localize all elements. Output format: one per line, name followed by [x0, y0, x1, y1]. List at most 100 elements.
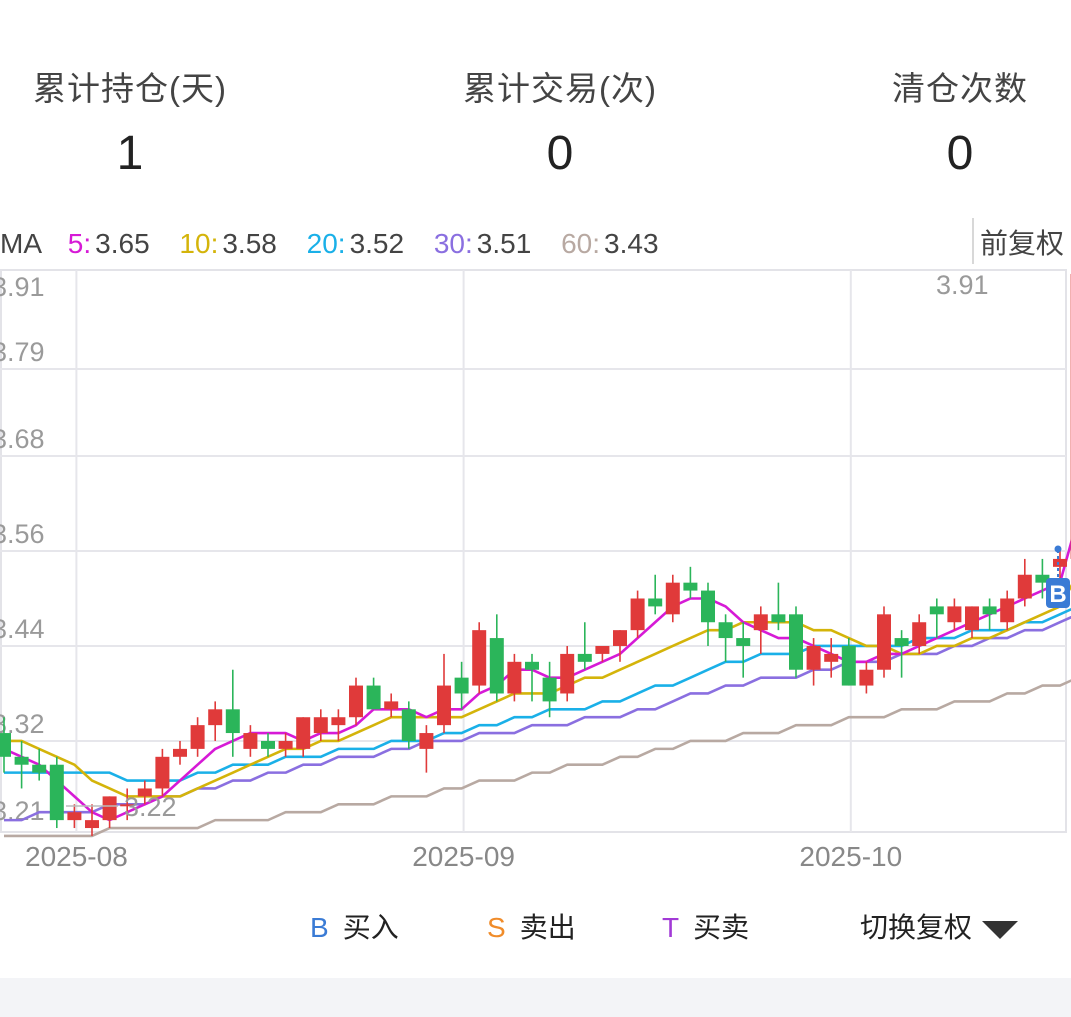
candle-body — [525, 661, 539, 670]
ma30-key: 30: — [433, 228, 473, 259]
candle-body — [296, 717, 311, 749]
x-tick-label: 2025-09 — [412, 841, 515, 870]
candle-body — [806, 645, 821, 670]
candle-body — [665, 582, 680, 615]
candle-body — [965, 606, 979, 631]
candle-body — [789, 614, 803, 670]
ma60-key: 60: — [561, 228, 601, 259]
candle-body — [384, 701, 399, 710]
candle-body — [331, 717, 346, 726]
ma20-value: 3.52 — [349, 228, 405, 259]
stats-row: 累计持仓(天) 1 累计交易(次) 0 清仓次数 0 — [0, 0, 1071, 200]
candle-body — [401, 709, 416, 741]
y-tick-label: 3.91 — [0, 272, 45, 302]
candle-body — [1035, 574, 1050, 583]
candle-body — [771, 614, 786, 623]
buy-legend: B 买入 — [310, 906, 399, 946]
buy-key: B — [310, 912, 329, 943]
high-price-annotation: 3.91 — [936, 270, 989, 300]
candle-body — [489, 638, 504, 694]
candle-body — [419, 733, 434, 749]
ma60-legend: 60: 3.43 — [561, 228, 662, 259]
ma60-value: 3.43 — [604, 228, 659, 259]
candle-body — [736, 638, 751, 646]
candle-body — [630, 598, 645, 631]
candle-body — [137, 788, 152, 797]
candle-body — [894, 638, 909, 646]
candle-body — [560, 653, 575, 694]
candle-body — [261, 740, 275, 749]
candle-body — [67, 812, 82, 821]
clear-count-stat: 清仓次数 0 — [830, 62, 1071, 181]
candle-body — [155, 756, 170, 789]
candle-body — [718, 622, 733, 639]
candle-body — [595, 645, 610, 654]
candle-body — [173, 748, 187, 757]
candle-body — [577, 653, 592, 662]
clear-count-value: 0 — [946, 127, 974, 180]
candle-body — [929, 606, 944, 615]
trade-count-label: 累计交易(次) — [463, 70, 657, 107]
trade-marker-legend: B 买入 S 卖出 T 买卖 切换复权 — [0, 906, 1071, 956]
candle-body — [208, 709, 223, 726]
switch-adjust-button[interactable]: 切换复权 — [860, 906, 1019, 946]
switch-adjust-label: 切换复权 — [860, 912, 973, 943]
sell-legend: S 卖出 — [487, 906, 576, 946]
buy-marker-dot — [1054, 545, 1062, 553]
buy-marker-badge — [1046, 578, 1070, 608]
candle-body — [877, 614, 891, 670]
candle-body — [243, 733, 258, 749]
candle-body — [225, 709, 240, 734]
candle-body — [366, 685, 381, 710]
candle-body — [841, 645, 856, 686]
y-tick-label: 3.44 — [0, 614, 45, 644]
candle-body — [912, 622, 927, 646]
buy-label: 买入 — [342, 912, 399, 943]
candle-body — [507, 661, 522, 694]
triangle-down-icon — [982, 920, 1019, 939]
ma5-legend: 5: 3.65 — [68, 228, 154, 259]
holding-days-stat: 累计持仓(天) 1 — [0, 62, 260, 181]
candle-body — [102, 796, 117, 821]
candle-body — [472, 630, 487, 686]
ma5-value: 3.65 — [95, 228, 150, 259]
candle-body — [683, 582, 698, 591]
trade-label: 买卖 — [693, 912, 750, 943]
candle-body — [947, 606, 962, 623]
candle-body — [454, 677, 469, 694]
y-tick-label: 3.56 — [0, 519, 45, 549]
ma30-value: 3.51 — [476, 228, 532, 259]
ma5-line — [3, 538, 1071, 822]
candle-body — [701, 590, 715, 623]
low-price-annotation: 3.22 — [124, 792, 177, 822]
forward-adjust-button[interactable]: 前复权 — [972, 218, 1064, 264]
ma30-legend: 30: 3.51 — [434, 228, 535, 259]
ma5-key: 5: — [67, 228, 92, 259]
candle-body — [437, 685, 451, 726]
candle-body — [648, 598, 663, 607]
x-tick-label: 2025-10 — [799, 841, 902, 870]
ma10-legend: 10: 3.58 — [179, 228, 280, 259]
candle-body — [120, 804, 135, 807]
trade-count-value: 0 — [546, 127, 574, 180]
candle-body — [49, 764, 64, 821]
ma10-line — [4, 583, 1071, 798]
footer-bar — [0, 978, 1071, 1017]
ma-legend: MA 5: 3.65 10: 3.58 20: 3.52 30: 3.51 60: 3.4… — [0, 228, 667, 260]
y-tick-label: 3.79 — [0, 337, 45, 367]
trade-count-stat: 累计交易(次) 0 — [430, 62, 690, 181]
candle-body — [613, 630, 627, 646]
candlestick-chart[interactable]: 3.913.793.683.563.443.323.212025-082025-… — [0, 260, 1071, 870]
y-tick-label: 3.68 — [0, 424, 45, 454]
candle-body — [1053, 558, 1067, 567]
candle-body — [32, 764, 47, 773]
candle-body — [313, 717, 328, 734]
trade-legend: T 买卖 — [662, 906, 749, 946]
holding-days-label: 累计持仓(天) — [33, 70, 227, 107]
trade-key: T — [662, 912, 680, 943]
candle-body — [349, 685, 363, 718]
candle-body — [1017, 574, 1032, 599]
candle-body — [190, 725, 205, 749]
candle-body — [824, 653, 839, 662]
candle-body — [0, 733, 11, 757]
